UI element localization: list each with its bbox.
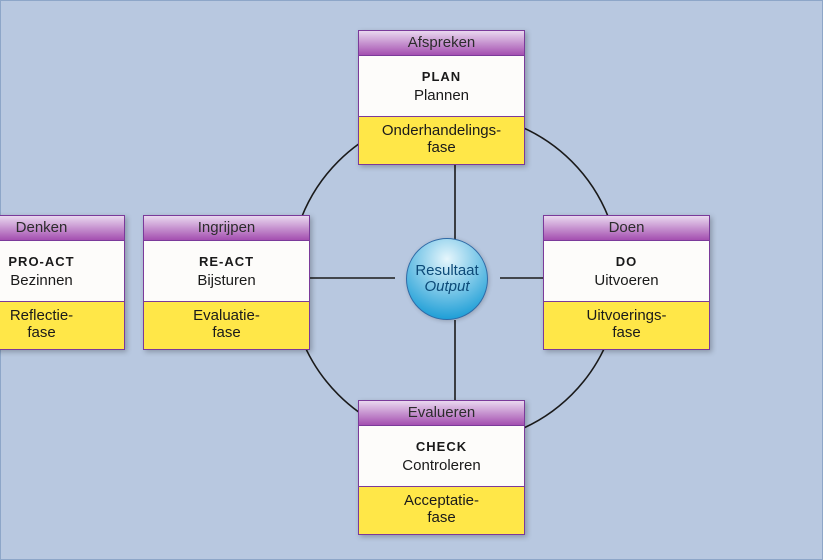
box-sub: Plannen [363, 87, 520, 104]
box-foot-l1: Reflectie- [10, 307, 73, 324]
box-keyword: RE-ACT [148, 255, 305, 270]
box-head: Ingrijpen [144, 216, 309, 241]
box-keyword: CHECK [363, 440, 520, 455]
box-keyword: DO [548, 255, 705, 270]
box-foot-l1: Uitvoerings- [586, 307, 666, 324]
box-ingrijpen: Ingrijpen RE-ACT Bijsturen Evaluatie-fase [143, 215, 310, 350]
box-mid: PLAN Plannen [359, 56, 524, 117]
box-foot: Reflectie-fase [0, 302, 124, 349]
box-foot-l2: fase [612, 324, 640, 341]
box-foot-l1: Evaluatie- [193, 307, 260, 324]
center-line2: Output [424, 279, 469, 296]
box-foot-l2: fase [27, 324, 55, 341]
box-head: Afspreken [359, 31, 524, 56]
box-mid: CHECK Controleren [359, 426, 524, 487]
diagram-stage: ResultaatOutput Afspreken PLAN Plannen Onder… [0, 0, 823, 560]
box-afspreken: Afspreken PLAN Plannen Onderhandelings-fase [358, 30, 525, 165]
box-foot: Onderhandelings-fase [359, 117, 524, 164]
center-node: ResultaatOutput [406, 238, 488, 320]
box-mid: DO Uitvoeren [544, 241, 709, 302]
box-head: Evalueren [359, 401, 524, 426]
center-line1: Resultaat [415, 263, 478, 280]
box-head: Doen [544, 216, 709, 241]
box-foot-l2: fase [427, 139, 455, 156]
box-sub: Bezinnen [0, 272, 120, 289]
box-sub: Controleren [363, 457, 520, 474]
box-denken: Denken PRO-ACT Bezinnen Reflectie-fase [0, 215, 125, 350]
box-foot: Uitvoerings-fase [544, 302, 709, 349]
box-foot: Evaluatie-fase [144, 302, 309, 349]
box-doen: Doen DO Uitvoeren Uitvoerings-fase [543, 215, 710, 350]
box-evalueren: Evalueren CHECK Controleren Acceptatie-fase [358, 400, 525, 535]
box-keyword: PLAN [363, 70, 520, 85]
box-foot-l1: Onderhandelings- [382, 122, 501, 139]
box-sub: Uitvoeren [548, 272, 705, 289]
box-mid: PRO-ACT Bezinnen [0, 241, 124, 302]
box-mid: RE-ACT Bijsturen [144, 241, 309, 302]
box-foot-l2: fase [212, 324, 240, 341]
box-sub: Bijsturen [148, 272, 305, 289]
box-foot-l2: fase [427, 509, 455, 526]
box-foot-l1: Acceptatie- [404, 492, 479, 509]
box-foot: Acceptatie-fase [359, 487, 524, 534]
box-head: Denken [0, 216, 124, 241]
box-keyword: PRO-ACT [0, 255, 120, 270]
